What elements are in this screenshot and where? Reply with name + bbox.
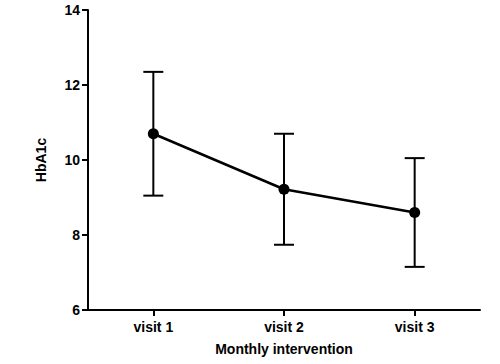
svg-text:visit 1: visit 1 [133,319,173,335]
svg-text:10: 10 [64,152,80,168]
svg-text:14: 14 [64,2,80,18]
svg-text:visit 2: visit 2 [264,319,304,335]
svg-text:Monthly intervention: Monthly intervention [215,341,353,357]
svg-text:visit 3: visit 3 [395,319,435,335]
svg-text:8: 8 [72,227,80,243]
svg-text:6: 6 [72,302,80,318]
svg-text:12: 12 [64,77,80,93]
svg-text:HbA1c: HbA1c [33,138,49,183]
